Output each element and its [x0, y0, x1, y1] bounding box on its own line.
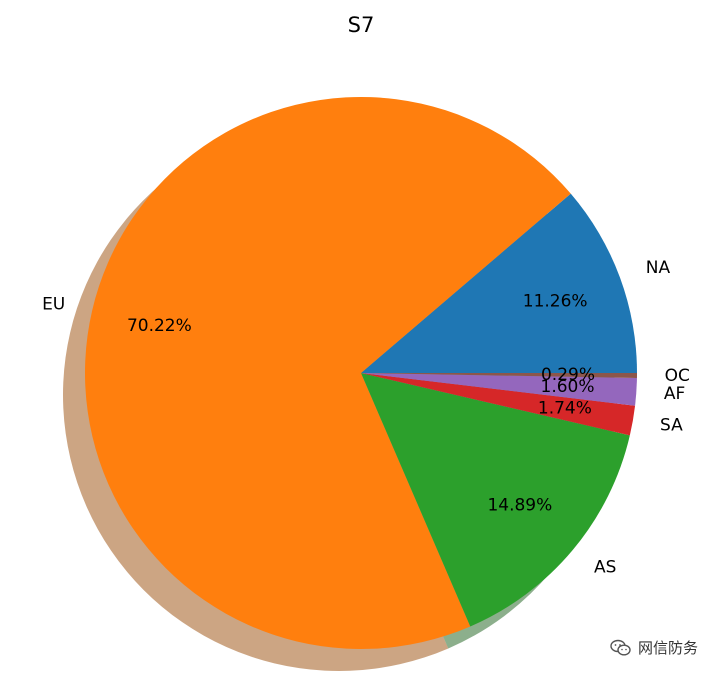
slice-pct-sa: 1.74% — [538, 399, 592, 419]
wechat-icon — [610, 639, 631, 656]
pie-slices — [85, 97, 637, 650]
pie-slice-na — [361, 193, 637, 373]
pie-labels: NA 11.26% EU 70.22% AS 14.89% SA 1.74% AF 1.60% OC… — [42, 258, 690, 578]
slice-label-na: NA — [646, 258, 671, 278]
chart-title: S7 — [348, 13, 375, 37]
slice-label-as: AS — [594, 558, 616, 578]
slice-pct-af: 1.60% — [541, 377, 595, 397]
watermark-text: 网信防务 — [637, 639, 698, 657]
pie-slice-af — [361, 373, 637, 406]
watermark: 网信防务 — [610, 637, 698, 658]
pie-slice-eu — [85, 97, 571, 650]
pie-slice-oc — [361, 373, 637, 379]
slice-label-oc: OC — [665, 366, 690, 386]
slice-pct-as: 14.89% — [487, 496, 552, 516]
slice-label-sa: SA — [660, 415, 683, 435]
slice-label-af: AF — [664, 384, 685, 404]
slice-pct-oc: 0.29% — [541, 365, 595, 385]
slice-pct-na: 11.26% — [523, 291, 588, 311]
pie-slice-as — [361, 373, 630, 627]
slice-label-eu: EU — [42, 294, 65, 314]
slice-pct-eu: 70.22% — [127, 316, 192, 336]
pie-slice-sa — [361, 373, 636, 436]
